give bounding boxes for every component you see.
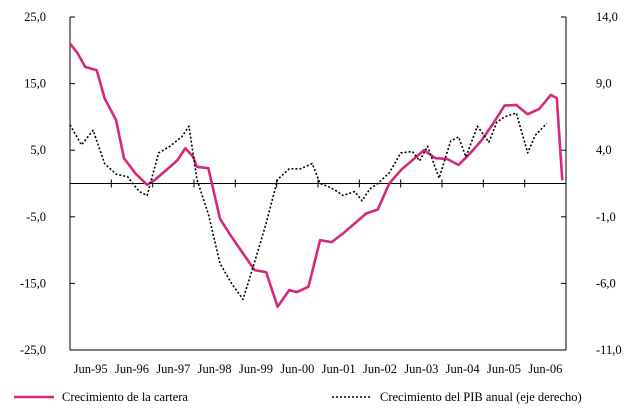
series-layer (68, 42, 564, 309)
x-tick-label: Jun-02 (363, 362, 397, 376)
left-tick-label: -5,0 (26, 210, 46, 224)
legend-label-cartera: Crecimiento de la cartera (62, 390, 188, 404)
left-tick-label: 25,0 (24, 10, 46, 24)
series-line-cartera (68, 42, 564, 309)
legend: Crecimiento de la cartera Crecimiento del… (14, 390, 582, 404)
right-tick-label: 4,0 (596, 143, 612, 157)
x-tick-label: Jun-95 (74, 362, 108, 376)
left-tick-label: -25,0 (20, 343, 46, 357)
x-tick-label: Jun-00 (280, 362, 314, 376)
series-line-pib (69, 112, 548, 301)
x-tick-label: Jun-96 (115, 362, 149, 376)
right-tick-label: 14,0 (596, 10, 618, 24)
legend-label-pib: Crecimiento del PIB anual (eje derecho) (380, 390, 582, 404)
x-tick-label: Jun-03 (404, 362, 438, 376)
left-tick-label: -15,0 (20, 276, 46, 290)
x-tick-label: Jun-01 (322, 362, 356, 376)
right-tick-label: -1,0 (596, 210, 616, 224)
right-tick-label: 9,0 (596, 77, 612, 91)
x-tick-label: Jun-99 (239, 362, 273, 376)
left-tick-label: 15,0 (24, 77, 46, 91)
left-tick-label: 5,0 (30, 143, 46, 157)
x-tick-label: Jun-05 (487, 362, 521, 376)
axes: -25,0 -15,0 -5,0 5,0 15,0 25,0 -11,0 -6,0 -1,0 4,… (20, 10, 622, 376)
x-tick-label: Jun-98 (198, 362, 232, 376)
x-tick-label: Jun-97 (156, 362, 190, 376)
x-tick-label: Jun-06 (528, 362, 562, 376)
right-tick-label: -6,0 (596, 276, 616, 290)
x-tick-label: Jun-04 (446, 362, 481, 376)
right-tick-label: -11,0 (596, 343, 622, 357)
